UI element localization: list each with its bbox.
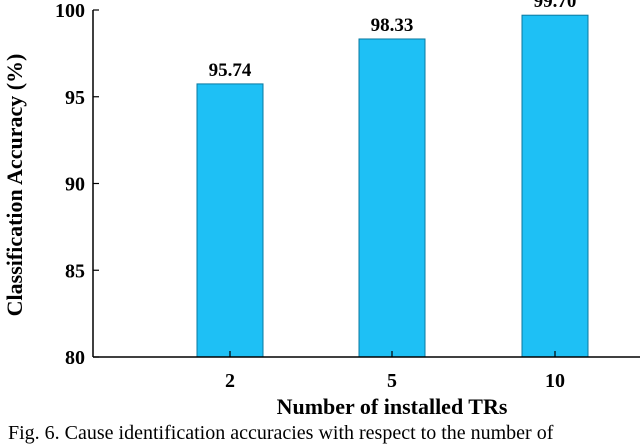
y-tick-label: 95 xyxy=(65,87,85,109)
bar-data-label: 99.70 xyxy=(534,0,577,12)
bar-data-label: 98.33 xyxy=(371,15,414,36)
figure-caption: Fig. 6. Cause identification accuracies … xyxy=(8,422,554,444)
y-tick-label: 90 xyxy=(65,174,85,196)
y-axis-ticks: 80 85 90 95 100 xyxy=(55,0,99,369)
bar-chart: 80 85 90 95 100 95.74 98.33 99.70 2 5 10 Classif… xyxy=(2,0,640,419)
bar-data-label: 95.74 xyxy=(209,60,252,81)
x-tick-label: 2 xyxy=(225,370,235,392)
y-tick-label: 80 xyxy=(65,347,85,369)
x-axis-ticks: 2 5 10 xyxy=(225,351,565,392)
bar-5 xyxy=(358,38,426,358)
y-axis-title: Classification Accuracy (%) xyxy=(2,54,27,317)
y-tick-label: 85 xyxy=(65,260,85,282)
x-tick-label: 10 xyxy=(545,370,565,392)
y-tick-label: 100 xyxy=(55,0,85,22)
bars: 95.74 98.33 99.70 xyxy=(196,0,589,358)
x-tick-label: 5 xyxy=(387,370,397,392)
bar-2 xyxy=(196,83,264,358)
bar-10 xyxy=(521,14,589,358)
x-axis-title: Number of installed TRs xyxy=(277,394,508,419)
